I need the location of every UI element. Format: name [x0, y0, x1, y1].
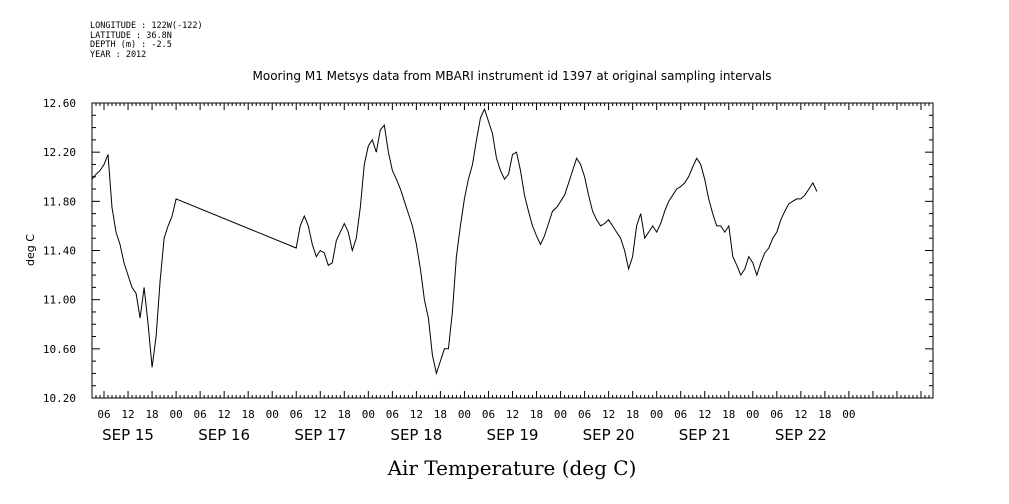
x-tick-label: 06	[386, 408, 399, 421]
x-tick-label: 12	[314, 408, 327, 421]
x-tick-label: 00	[842, 408, 855, 421]
date-label: SEP 22	[775, 426, 827, 444]
y-tick-label: 12.20	[43, 146, 76, 159]
x-tick-label: 06	[770, 408, 783, 421]
longitude-label: LONGITUDE : 122W(-122)	[90, 21, 203, 31]
date-labels: SEP 15 SEP 16 SEP 17 SEP 18 SEP 19 SEP 20 SEP …	[102, 426, 827, 444]
x-tick-label: 12	[218, 408, 231, 421]
date-label: SEP 21	[679, 426, 731, 444]
y-tick-label: 11.80	[43, 195, 76, 208]
y-axis-label: deg C	[24, 234, 37, 266]
x-tick-label: 18	[722, 408, 735, 421]
x-tick-label: 00	[362, 408, 375, 421]
axis-ticks	[91, 102, 934, 399]
y-tick-label: 11.00	[43, 294, 76, 307]
year-label: YEAR : 2012	[90, 49, 147, 60]
date-label: SEP 20	[583, 426, 635, 444]
x-tick-label: 18	[242, 408, 255, 421]
y-tick-label: 10.60	[43, 343, 76, 356]
x-tick-label: 18	[145, 408, 158, 421]
date-label: SEP 15	[102, 426, 154, 444]
x-tick-label: 12	[794, 408, 807, 421]
x-tick-label: 12	[506, 408, 519, 421]
y-tick-labels: 10.20 10.60 11.00 11.40 11.80 12.20 12.60	[43, 97, 76, 405]
x-tick-label: 06	[290, 408, 303, 421]
x-tick-labels: 06 12 18 00 06 12 18 00 06 12 18 00 06 12 18 00 06 12 18 00…	[97, 408, 855, 421]
x-tick-label: 00	[746, 408, 759, 421]
x-tick-label: 18	[434, 408, 447, 421]
x-tick-label: 12	[410, 408, 423, 421]
y-tick-label: 11.40	[43, 245, 76, 258]
plot-frame	[91, 102, 934, 399]
depth-label: DEPTH (m) : -2.5	[90, 40, 172, 51]
metadata-block: LONGITUDE : 122W(-122) LATITUDE : 36.8N …	[90, 21, 203, 60]
x-tick-label: 00	[554, 408, 567, 421]
x-tick-label: 06	[578, 408, 591, 421]
latitude-label: LATITUDE : 36.8N	[90, 30, 172, 41]
x-tick-label: 00	[266, 408, 279, 421]
x-tick-label: 18	[818, 408, 831, 421]
x-tick-label: 06	[97, 408, 110, 421]
date-label: SEP 18	[390, 426, 442, 444]
x-tick-label: 18	[626, 408, 639, 421]
x-tick-label: 06	[194, 408, 207, 421]
x-tick-label: 06	[674, 408, 687, 421]
series-line-air-temperature	[91, 107, 818, 376]
date-label: SEP 16	[198, 426, 250, 444]
x-tick-label: 00	[169, 408, 182, 421]
x-tick-label: 12	[698, 408, 711, 421]
y-tick-label: 10.20	[43, 392, 76, 405]
x-tick-label: 18	[338, 408, 351, 421]
x-tick-label: 00	[458, 408, 471, 421]
chart-title: Mooring M1 Metsys data from MBARI instru…	[253, 69, 772, 83]
x-tick-label: 12	[602, 408, 615, 421]
x-axis-label: Air Temperature (deg C)	[387, 456, 637, 480]
x-tick-label: 00	[650, 408, 663, 421]
y-tick-label: 12.60	[43, 97, 76, 110]
x-tick-label: 06	[482, 408, 495, 421]
x-tick-label: 12	[121, 408, 134, 421]
date-label: SEP 19	[487, 426, 539, 444]
x-tick-label: 18	[530, 408, 543, 421]
date-label: SEP 17	[294, 426, 346, 444]
